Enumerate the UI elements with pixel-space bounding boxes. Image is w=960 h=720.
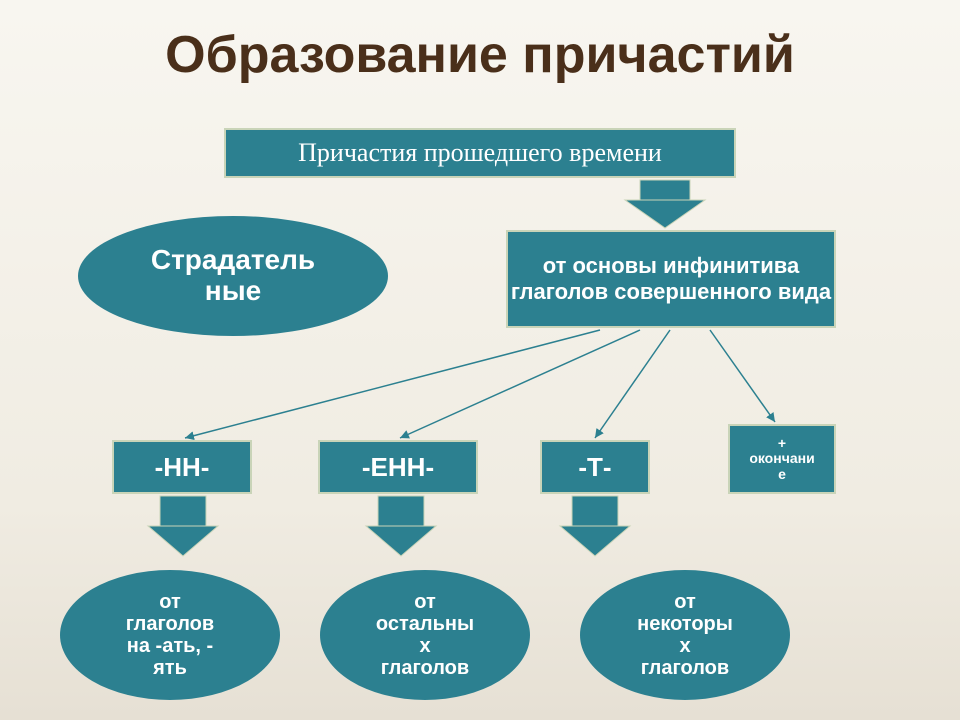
header-box: Причастия прошедшего времени xyxy=(224,128,736,178)
slide-title: Образование причастий xyxy=(0,28,960,83)
desc-ellipse-1: от глаголов на -ать, - ять xyxy=(60,570,280,700)
main-type-ellipse: Страдатель ные xyxy=(78,216,388,336)
main-type-label: Страдатель ные xyxy=(151,245,315,307)
suffix-nn: -НН- xyxy=(112,440,252,494)
desc-ellipse-3: от некоторы х глаголов xyxy=(580,570,790,700)
suffix-enn: -ЕНН- xyxy=(318,440,478,494)
desc-2-text: от остальны х глаголов xyxy=(376,591,474,679)
desc-3-text: от некоторы х глаголов xyxy=(637,591,733,679)
ending-note: + окончани е xyxy=(728,424,836,494)
ending-note-text: + окончани е xyxy=(749,436,814,482)
desc-1-text: от глаголов на -ать, - ять xyxy=(126,591,214,679)
desc-ellipse-2: от остальны х глаголов xyxy=(320,570,530,700)
source-box: от основы инфинитива глаголов совершенно… xyxy=(506,230,836,328)
suffix-t: -Т- xyxy=(540,440,650,494)
slide-root: Образование причастий Причастия прошедше… xyxy=(0,0,960,720)
